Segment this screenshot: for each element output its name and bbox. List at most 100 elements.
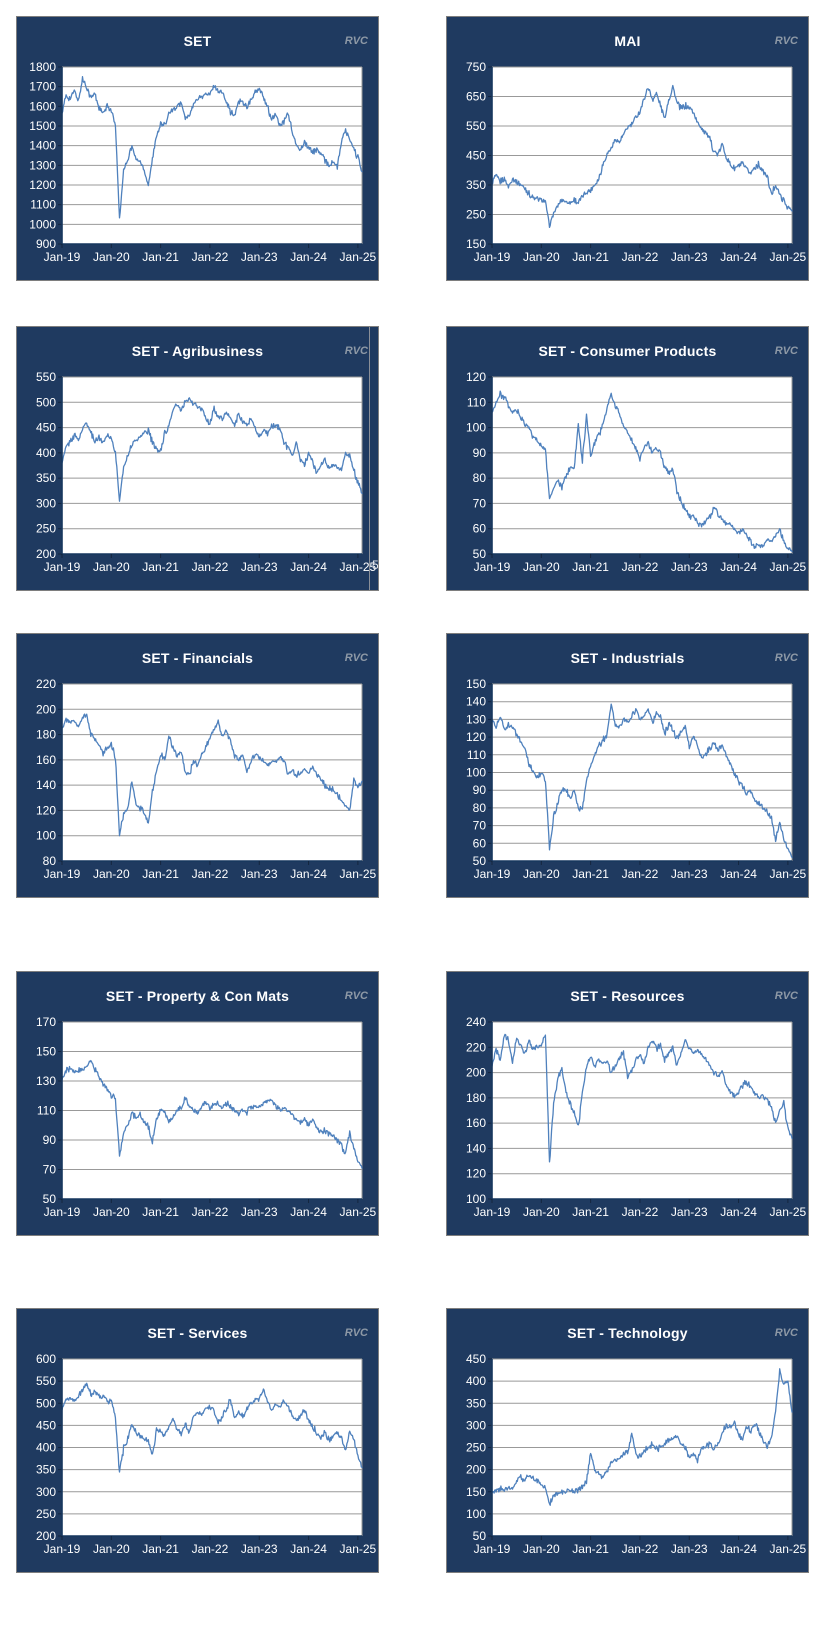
x-axis-tick-label: Jan-24 <box>290 1205 327 1219</box>
chart-panel-set-agribusiness: SET - Agribusiness RVC 200 250 300 350 400 45… <box>16 326 379 591</box>
y-axis-tick-label: 50 <box>473 547 487 561</box>
x-axis-tick-label: Jan-20 <box>93 250 130 264</box>
chart-panel-mai: MAI RVC 150 250 350 450 550 650 750 Jan-19 Jan-2… <box>446 16 809 281</box>
x-axis-tick-label: Jan-19 <box>44 1205 81 1219</box>
x-axis-tick-label: Jan-25 <box>340 1205 377 1219</box>
y-axis-tick-label: 550 <box>36 370 56 384</box>
x-axis-tick-label: Jan-23 <box>671 1205 708 1219</box>
y-axis-tick-label: 150 <box>36 1045 56 1059</box>
y-axis-tick-label: 400 <box>466 1374 486 1388</box>
x-axis-tick-label: Jan-22 <box>622 560 659 574</box>
stray-vertical-line-artifact <box>369 327 370 590</box>
rvc-watermark: RVC <box>344 990 368 1002</box>
y-axis-tick-label: 500 <box>36 1396 56 1410</box>
index-series-line <box>61 76 363 219</box>
plot-area <box>492 1022 792 1199</box>
x-axis-tick-label: Jan-21 <box>572 560 609 574</box>
rvc-watermark: RVC <box>774 345 798 357</box>
y-gridlines <box>488 1021 792 1200</box>
x-axis-tick-label: Jan-21 <box>572 1205 609 1219</box>
y-axis-tick-label: 180 <box>36 728 56 742</box>
y-axis-tick-label: 100 <box>466 1507 486 1521</box>
chart-title: SET - Resources <box>570 988 685 1004</box>
x-axis-tick-label: Jan-19 <box>44 1542 81 1556</box>
x-axis-tick-label: Jan-21 <box>142 250 179 264</box>
y-axis-tick-label: 220 <box>36 677 56 691</box>
x-axis-tick-label: Jan-21 <box>142 1205 179 1219</box>
y-axis-tick-label: 250 <box>466 208 486 222</box>
x-axis-tick-label: Jan-21 <box>572 867 609 881</box>
line-chart-canvas: 200 250 300 350 400 450 500 550 Jan-19 Jan-20 Jan-… <box>36 370 377 574</box>
x-axis-tick-label: Jan-19 <box>474 560 511 574</box>
y-axis-tick-label: 450 <box>466 1352 486 1366</box>
index-series-line <box>61 713 363 837</box>
y-gridlines <box>58 376 362 555</box>
y-axis-tick-label: 220 <box>466 1040 486 1054</box>
axis-lines <box>61 684 362 862</box>
y-axis-tick-label: 550 <box>36 1374 56 1388</box>
y-axis-tick-label: 120 <box>466 730 486 744</box>
y-axis-tick-label: 170 <box>36 1015 56 1029</box>
x-axis-tick-label: Jan-23 <box>241 560 278 574</box>
y-axis-tick-label: 50 <box>43 1192 57 1206</box>
y-axis-tick-label: 350 <box>36 471 56 485</box>
y-axis-tick-label: 150 <box>466 677 486 691</box>
y-axis-tick-label: 80 <box>43 854 57 868</box>
y-axis-tick-label: 120 <box>466 1167 486 1181</box>
index-series-line <box>491 703 793 859</box>
y-axis-tick-label: 300 <box>466 1418 486 1432</box>
index-series-line <box>491 390 793 553</box>
y-axis-tick-label: 350 <box>466 1396 486 1410</box>
y-axis-tick-label: 250 <box>466 1441 486 1455</box>
x-axis-tick-label: Jan-23 <box>241 250 278 264</box>
rvc-watermark: RVC <box>344 345 368 357</box>
y-gridlines <box>58 1358 362 1537</box>
axis-lines <box>61 67 362 245</box>
x-axis-tick-label: Jan-24 <box>290 250 327 264</box>
x-axis-tick-label: Jan-19 <box>474 250 511 264</box>
chart-panel-set-services: SET - Services RVC 200 250 300 350 400 450 500… <box>16 1308 379 1573</box>
x-axis-tick-label: Jan-22 <box>192 1205 229 1219</box>
y-axis-tick-label: 150 <box>466 237 486 251</box>
y-axis-tick-label: 150 <box>466 1485 486 1499</box>
x-axis-tick-label: Jan-21 <box>142 867 179 881</box>
y-axis-tick-label: 300 <box>36 496 56 510</box>
index-series-line <box>491 84 793 229</box>
y-axis-tick-label: 110 <box>467 748 486 762</box>
y-gridlines <box>58 1021 362 1200</box>
y-axis-tick-label: 110 <box>37 1104 56 1118</box>
y-axis-tick-label: 550 <box>466 119 486 133</box>
x-axis-tick-label: Jan-20 <box>93 1205 130 1219</box>
line-chart-canvas: 50 70 90 110 130 150 170 Jan-19 Jan-20 Jan-21 Jan-… <box>36 1015 377 1219</box>
x-axis-tick-label: Jan-25 <box>770 1542 807 1556</box>
x-axis-tick-label: Jan-23 <box>671 1542 708 1556</box>
chart-panel-set-financials: SET - Financials RVC 80 100 120 140 160 180 20… <box>16 633 379 898</box>
x-axis-tick-label: Jan-21 <box>572 250 609 264</box>
x-axis-tick-label: Jan-23 <box>241 867 278 881</box>
y-axis-tick-label: 650 <box>466 90 486 104</box>
y-axis-tick-label: 180 <box>466 1091 486 1105</box>
x-axis-tick-label: Jan-19 <box>44 867 81 881</box>
y-axis-tick-label: 1000 <box>29 217 56 231</box>
y-axis-tick-label: 200 <box>36 702 56 716</box>
index-series-line <box>61 397 363 502</box>
rvc-watermark: RVC <box>774 990 798 1002</box>
x-axis-tick-label: Jan-25 <box>770 250 807 264</box>
line-chart-canvas: 150 250 350 450 550 650 750 Jan-19 Jan-20 Jan-21 J… <box>466 60 807 264</box>
chart-panel-set-technology: SET - Technology RVC 50 100 150 200 250 300 35… <box>446 1308 809 1573</box>
axis-lines <box>491 377 792 555</box>
axis-lines <box>61 377 362 555</box>
x-axis-tick-label: Jan-23 <box>241 1542 278 1556</box>
x-axis-tick-label: Jan-23 <box>671 867 708 881</box>
y-axis-tick-label: 200 <box>466 1463 486 1477</box>
y-axis-tick-label: 900 <box>36 237 56 251</box>
y-axis-tick-label: 250 <box>36 522 56 536</box>
y-gridlines <box>488 1358 792 1537</box>
y-axis-tick-label: 100 <box>466 1192 486 1206</box>
y-axis-tick-label: 160 <box>36 753 56 767</box>
y-axis-tick-label: 120 <box>36 803 56 817</box>
y-axis-tick-label: 70 <box>473 819 487 833</box>
y-axis-tick-label: 200 <box>36 547 56 561</box>
y-axis-tick-label: 50 <box>473 1529 487 1543</box>
y-axis-tick-label: 100 <box>466 766 486 780</box>
